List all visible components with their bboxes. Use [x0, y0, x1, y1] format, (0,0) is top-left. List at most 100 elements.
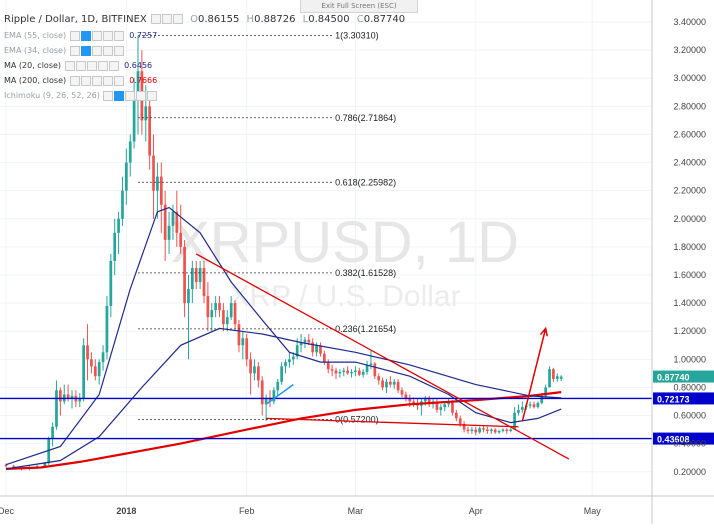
candle	[392, 379, 396, 389]
indicator-label: EMA (34, close)	[4, 46, 67, 55]
candle	[105, 296, 109, 360]
candle	[555, 373, 559, 382]
candle-body	[443, 404, 447, 408]
candle	[497, 429, 501, 434]
candle-body	[544, 387, 548, 396]
candle-body	[361, 371, 365, 375]
indicator-label: MA (200, close)	[4, 76, 67, 85]
candle-body	[159, 176, 163, 205]
symbol-title[interactable]: Ripple / Dollar, 1D, BITFINEX	[4, 14, 147, 25]
chevron-down-icon[interactable]	[69, 75, 80, 86]
y-tick-label: 3.20000	[673, 45, 706, 55]
settings-icon[interactable]	[86, 60, 97, 71]
eye-icon[interactable]	[80, 45, 91, 56]
close-icon[interactable]	[172, 14, 183, 24]
candle-body	[478, 428, 482, 433]
close-icon[interactable]	[102, 45, 113, 56]
candle-body	[253, 366, 256, 374]
close-icon[interactable]	[102, 75, 113, 86]
candle-body	[497, 431, 501, 433]
candle	[439, 404, 443, 416]
candle	[86, 324, 89, 381]
candle-body	[183, 246, 186, 304]
indicator-row-ichimoku[interactable]: Ichimoku (9, 26, 52, 26)	[4, 88, 405, 103]
candle-body	[66, 394, 70, 399]
settings-icon[interactable]	[91, 45, 102, 56]
candle-body	[136, 71, 140, 100]
candle-body	[346, 370, 350, 374]
indicator-row-ema34[interactable]: EMA (34, close)	[4, 43, 405, 58]
fib-level-label: 0.382(1.61528)	[335, 268, 396, 278]
close-icon[interactable]	[97, 60, 108, 71]
settings-icon[interactable]	[125, 90, 136, 101]
candle	[520, 401, 524, 413]
eye-icon[interactable]	[80, 30, 91, 41]
candle	[462, 421, 466, 433]
indicator-label: EMA (55, close)	[4, 31, 67, 40]
chevron-down-icon[interactable]	[64, 60, 75, 71]
fib-level-label: 0.236(1.21654)	[335, 324, 396, 334]
visibility-icon[interactable]	[150, 14, 161, 24]
fib-level-label: 0.786(2.71864)	[335, 113, 396, 123]
eye-icon[interactable]	[114, 90, 125, 101]
last-price-box	[653, 370, 714, 383]
candle	[377, 373, 381, 385]
eye-icon[interactable]	[75, 60, 86, 71]
candle-body	[369, 363, 373, 365]
candle	[128, 134, 132, 177]
candle-body	[163, 204, 167, 240]
indicator-label: Ichimoku (9, 26, 52, 26)	[4, 91, 100, 100]
chevron-down-icon[interactable]	[69, 45, 80, 56]
low-value: 0.84500	[308, 14, 350, 25]
candle-body	[509, 429, 513, 431]
settings-icon[interactable]	[91, 75, 102, 86]
candle	[225, 310, 229, 332]
candle	[361, 369, 365, 378]
candle	[322, 350, 326, 365]
candle	[280, 362, 284, 385]
close-icon[interactable]	[136, 90, 147, 101]
candle-body	[58, 390, 62, 402]
eye-icon[interactable]	[80, 75, 91, 86]
settings-icon[interactable]	[161, 14, 172, 24]
moving-average-line	[5, 327, 562, 470]
candle-body	[303, 339, 307, 343]
candle	[385, 379, 388, 394]
chevron-down-icon[interactable]	[69, 30, 80, 41]
y-tick-label: 1.00000	[673, 354, 706, 364]
candle-body	[385, 381, 388, 388]
moving-average-line	[5, 391, 562, 470]
chart-legend: Ripple / Dollar, 1D, BITFINEX O0.86155 H…	[4, 12, 405, 103]
candle	[299, 334, 303, 353]
indicator-row-ma20[interactable]: MA (20, close) 0.6456	[4, 58, 405, 73]
candle	[183, 239, 186, 318]
candle	[132, 78, 136, 149]
candle	[222, 303, 225, 332]
more-icon[interactable]	[108, 60, 119, 71]
candle-body	[392, 381, 396, 385]
candle	[218, 296, 221, 318]
candle-body	[520, 407, 524, 410]
candle-body	[93, 366, 97, 377]
candle-body	[513, 412, 516, 430]
indicator-value: 0.7666	[129, 76, 158, 85]
candle-body	[233, 303, 237, 325]
more-icon[interactable]	[113, 75, 124, 86]
exit-fullscreen-button[interactable]: Exit Full Screen (ESC)	[300, 0, 418, 13]
indicator-value: 0.7257	[129, 31, 158, 40]
y-tick-label: 1.60000	[673, 270, 706, 280]
fib-level-label: 1(3.30310)	[335, 31, 379, 41]
candle-body	[82, 345, 86, 399]
more-icon[interactable]	[113, 45, 124, 56]
x-tick-label: Mar	[348, 506, 364, 516]
open-value: 0.86155	[198, 14, 240, 25]
settings-icon[interactable]	[91, 30, 102, 41]
more-icon[interactable]	[113, 30, 124, 41]
indicator-row-ema55[interactable]: EMA (55, close) 0.7257	[4, 28, 405, 43]
indicator-row-ma200[interactable]: MA (200, close) 0.7666	[4, 73, 405, 88]
chevron-down-icon[interactable]	[103, 90, 114, 101]
more-icon[interactable]	[147, 90, 158, 101]
close-icon[interactable]	[102, 30, 113, 41]
